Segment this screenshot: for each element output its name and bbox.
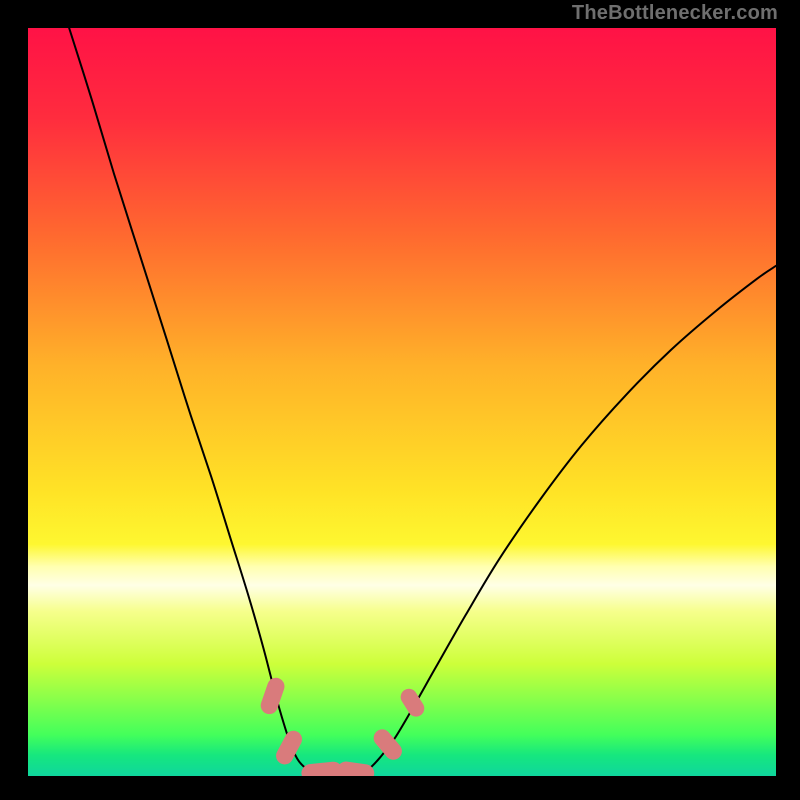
curve-segment <box>69 28 320 774</box>
plot-area <box>28 28 776 776</box>
curve-marker <box>258 675 286 716</box>
chart-canvas: TheBottlenecker.com <box>0 0 800 800</box>
curve-marker <box>336 760 376 776</box>
watermark-text: TheBottlenecker.com <box>572 2 778 25</box>
curve-layer <box>28 28 776 776</box>
curve-marker <box>301 761 344 776</box>
curve-segment <box>357 266 776 774</box>
